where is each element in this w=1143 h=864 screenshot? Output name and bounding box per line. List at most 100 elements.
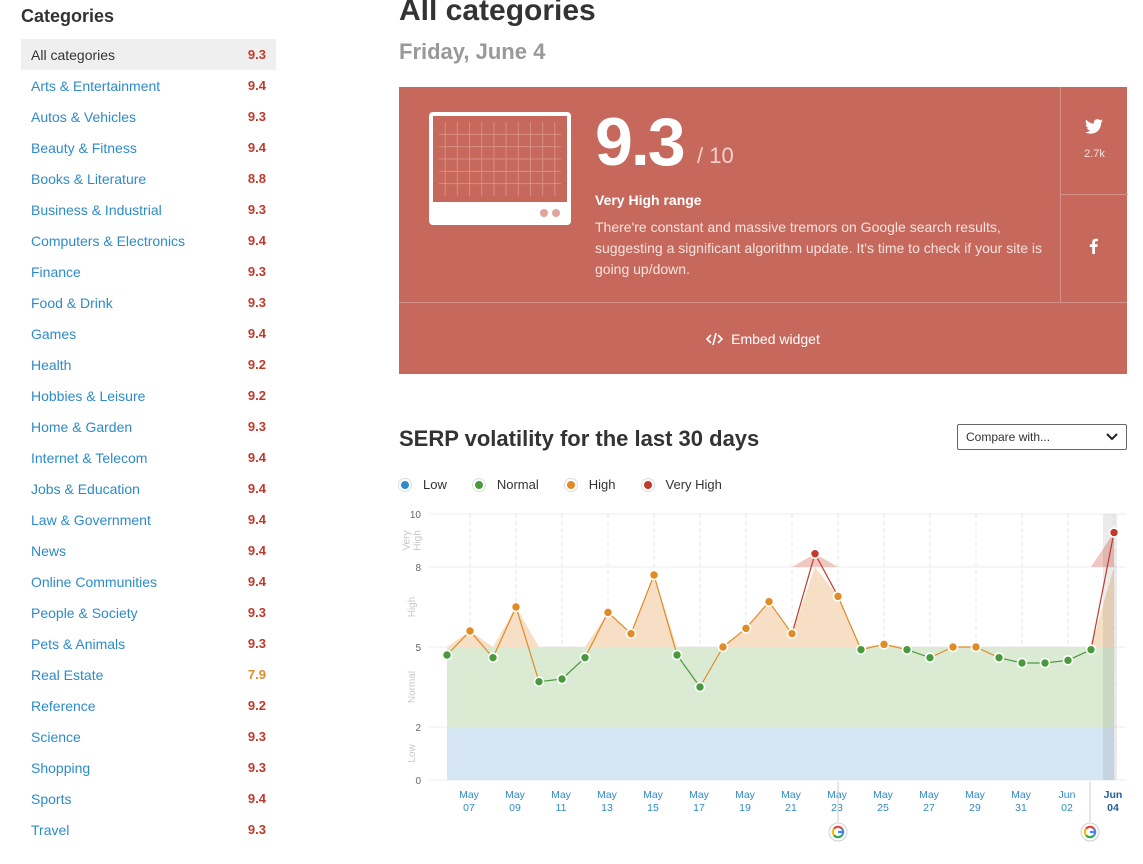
category-item[interactable]: News 9.4 — [21, 535, 276, 566]
y-tick-label: 2 — [415, 723, 421, 734]
category-item[interactable]: Food & Drink 9.3 — [21, 287, 276, 318]
band-label: High — [413, 530, 424, 551]
category-item[interactable]: Business & Industrial 9.3 — [21, 194, 276, 225]
category-item[interactable]: Shopping 9.3 — [21, 752, 276, 783]
page-title: All categories — [399, 0, 596, 27]
compare-with-value: Compare with... — [966, 430, 1051, 444]
facebook-share-button[interactable] — [1061, 195, 1128, 302]
series-line-segment — [515, 606, 540, 682]
category-item[interactable]: Law & Government 9.4 — [21, 504, 276, 535]
series-line-segment — [837, 596, 862, 650]
category-item[interactable]: Hobbies & Leisure 9.2 — [21, 380, 276, 411]
legend-item[interactable]: Normal — [472, 477, 539, 492]
google-icon[interactable] — [828, 822, 848, 842]
category-item[interactable]: Online Communities 9.4 — [21, 566, 276, 597]
category-item[interactable]: People & Society 9.3 — [21, 597, 276, 628]
data-point — [717, 641, 729, 653]
compare-with-select[interactable]: Compare with... — [957, 424, 1127, 450]
band-label: Low — [407, 744, 418, 763]
sidebar-title: Categories — [21, 6, 115, 26]
category-score: 9.3 — [247, 264, 266, 279]
data-point — [1062, 655, 1074, 666]
category-name: Real Estate — [31, 666, 104, 683]
page-date: Friday, June 4 — [399, 39, 546, 64]
y-tick-label: 0 — [415, 776, 421, 787]
category-item[interactable]: Science 9.3 — [21, 721, 276, 752]
series-line-segment — [630, 574, 655, 634]
category-name: All categories — [31, 46, 116, 63]
category-item[interactable]: Jobs & Education 9.4 — [21, 473, 276, 504]
twitter-share-count: 2.7k — [1084, 148, 1105, 160]
data-point — [1085, 644, 1097, 655]
category-item[interactable]: Health 9.2 — [21, 349, 276, 380]
category-score: 9.4 — [247, 78, 266, 93]
category-score: 9.4 — [247, 791, 266, 806]
category-item[interactable]: Pets & Animals 9.3 — [21, 628, 276, 659]
series-line-segment — [469, 630, 494, 659]
category-name: Online Communities — [31, 573, 158, 590]
high-area — [447, 567, 1114, 647]
data-point — [694, 681, 706, 693]
y-tick-label: 5 — [415, 643, 421, 654]
category-item[interactable]: Autos & Vehicles 9.3 — [21, 101, 276, 132]
series-line-segment — [446, 630, 471, 656]
data-point — [832, 591, 844, 602]
x-tick-label: 09 — [509, 802, 521, 814]
legend-item[interactable]: High — [564, 477, 616, 492]
category-item[interactable]: Home & Garden 9.3 — [21, 411, 276, 442]
data-point — [1108, 527, 1120, 538]
category-item[interactable]: Arts & Entertainment 9.4 — [21, 70, 276, 101]
data-point — [579, 652, 591, 663]
category-name: Computers & Electronics — [31, 232, 186, 249]
series-line-segment — [791, 553, 816, 634]
category-item[interactable]: Travel 9.3 — [21, 814, 276, 845]
series-line-segment — [653, 574, 678, 656]
legend-item[interactable]: Very High — [641, 477, 722, 492]
category-name: Arts & Entertainment — [31, 77, 161, 94]
category-score: 9.3 — [247, 636, 266, 651]
category-name: Jobs & Education — [31, 480, 140, 497]
category-item[interactable]: Books & Literature 8.8 — [21, 163, 276, 194]
category-item[interactable]: Sports 9.4 — [21, 783, 276, 814]
chevron-down-icon — [1106, 433, 1118, 441]
monitor-icon — [429, 112, 571, 225]
category-item[interactable]: Computers & Electronics 9.4 — [21, 225, 276, 256]
x-tick-label: May — [551, 789, 572, 801]
category-name: Travel — [31, 821, 70, 838]
x-tick-label: 27 — [923, 802, 935, 814]
twitter-share-button[interactable]: 2.7k — [1061, 87, 1128, 195]
data-point — [901, 644, 913, 655]
current-day-highlight — [1103, 514, 1117, 780]
data-point — [740, 623, 752, 634]
category-score: 9.3 — [247, 605, 266, 620]
category-item[interactable]: Reference 9.2 — [21, 690, 276, 721]
series-line-segment — [676, 654, 701, 688]
category-score: 9.4 — [247, 140, 266, 155]
category-score: 9.3 — [247, 729, 266, 744]
x-tick-label: Jun — [1059, 789, 1076, 801]
category-name: Shopping — [31, 759, 91, 776]
chart-title: SERP volatility for the last 30 days — [399, 426, 760, 451]
legend-label: Normal — [496, 477, 539, 492]
data-point — [878, 639, 890, 650]
data-point — [786, 628, 798, 639]
category-item[interactable]: Internet & Telecom 9.4 — [21, 442, 276, 473]
category-item[interactable]: Real Estate 7.9 — [21, 659, 276, 690]
x-tick-label: 23 — [831, 802, 843, 814]
embed-widget-button[interactable]: Embed widget — [399, 302, 1127, 374]
google-icon[interactable] — [1080, 822, 1100, 842]
legend-label: Very High — [665, 477, 722, 492]
category-item[interactable]: Beauty & Fitness 9.4 — [21, 132, 276, 163]
range-label: Very High range — [595, 192, 702, 208]
category-item[interactable]: All categories 9.3 — [21, 39, 276, 70]
category-name: Science — [31, 728, 81, 745]
score-max: / 10 — [697, 143, 734, 168]
x-tick-label: 13 — [601, 802, 613, 814]
category-name: Hobbies & Leisure — [31, 387, 146, 404]
legend-item[interactable]: Low — [399, 477, 447, 492]
category-score: 9.2 — [247, 357, 266, 372]
category-item[interactable]: Finance 9.3 — [21, 256, 276, 287]
category-item[interactable]: Games 9.4 — [21, 318, 276, 349]
x-tick-label: 19 — [739, 802, 751, 814]
data-point — [556, 673, 568, 685]
